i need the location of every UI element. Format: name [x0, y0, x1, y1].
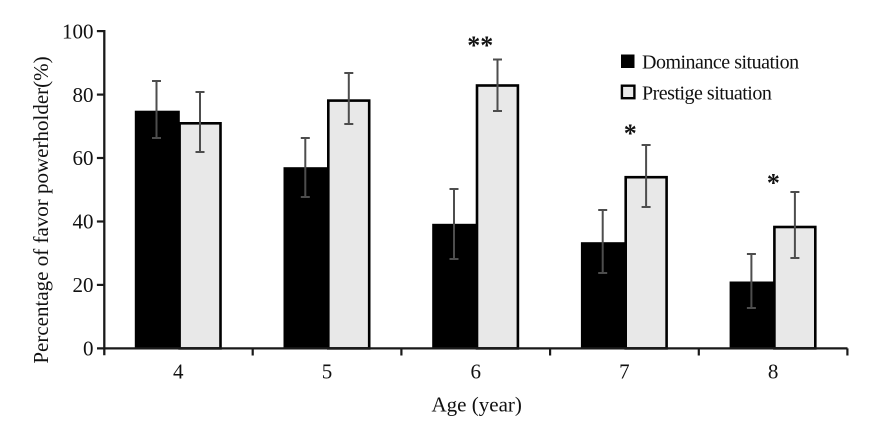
svg-text:**: ** — [467, 31, 493, 60]
svg-text:*: * — [767, 169, 780, 198]
svg-text:6: 6 — [470, 359, 481, 383]
svg-text:Age (year): Age (year) — [432, 393, 522, 417]
svg-text:40: 40 — [73, 210, 94, 234]
svg-text:Percentage of favor powerholde: Percentage of favor powerholder(%) — [29, 56, 53, 363]
svg-text:8: 8 — [768, 359, 779, 383]
svg-text:5: 5 — [322, 359, 333, 383]
svg-text:80: 80 — [73, 83, 94, 107]
svg-text:20: 20 — [73, 273, 94, 297]
svg-text:Prestige situation: Prestige situation — [642, 83, 772, 105]
svg-text:0: 0 — [83, 337, 94, 361]
svg-text:60: 60 — [73, 146, 94, 170]
svg-text:*: * — [624, 119, 637, 148]
svg-text:4: 4 — [173, 359, 184, 383]
svg-text:Dominance situation: Dominance situation — [642, 52, 799, 74]
svg-text:100: 100 — [62, 19, 94, 43]
svg-text:7: 7 — [619, 359, 630, 383]
